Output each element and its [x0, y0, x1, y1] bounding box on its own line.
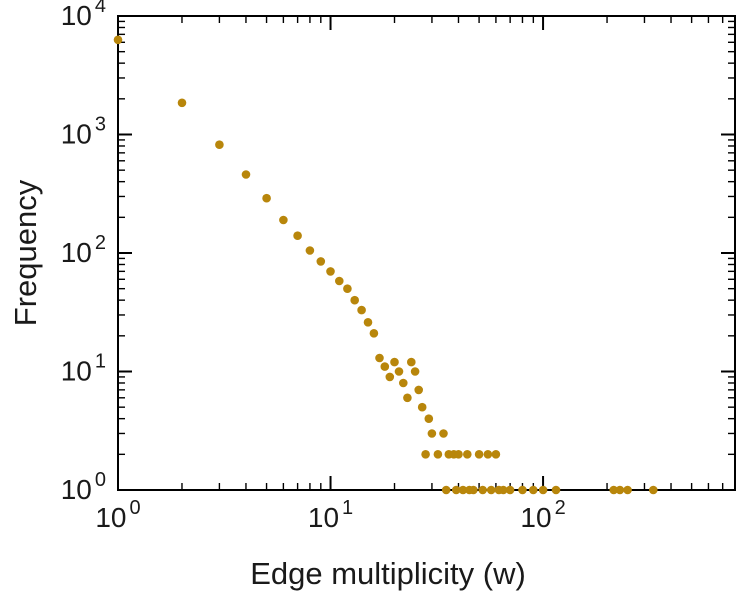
data-point: [215, 140, 224, 149]
data-point: [417, 402, 427, 412]
data-point: [433, 450, 443, 459]
data-point: [469, 485, 478, 495]
data-point: [427, 429, 437, 438]
data-point: [177, 98, 187, 108]
data-point: [518, 485, 527, 495]
data-point: [279, 215, 288, 225]
data-point: [410, 367, 420, 376]
data-point: [399, 378, 408, 388]
data-point: [649, 485, 658, 495]
data-point: [241, 170, 251, 179]
data-point: [478, 485, 488, 495]
x-tick-label: 10 0: [95, 497, 140, 533]
data-point: [499, 485, 508, 495]
data-point: [326, 267, 335, 276]
data-point: [407, 357, 416, 367]
data-point: [357, 305, 366, 315]
data-point: [454, 450, 463, 459]
data-point: [305, 246, 315, 255]
x-tick-label: 10 2: [520, 497, 565, 533]
y-tick-label: 10 2: [61, 232, 106, 268]
data-point: [375, 353, 384, 363]
y-tick-label: 10 0: [61, 469, 106, 505]
data-point: [474, 450, 484, 459]
data-point: [293, 231, 302, 240]
data-point: [505, 485, 515, 495]
data-point: [262, 193, 271, 203]
x-tick-label: 10 1: [308, 497, 353, 533]
data-point: [538, 485, 548, 495]
data-point: [424, 414, 434, 424]
data-point: [486, 485, 496, 495]
y-axis-label: Frequency: [8, 179, 43, 327]
data-point: [615, 485, 625, 495]
data-point: [463, 450, 472, 459]
data-point: [491, 450, 501, 459]
data-point: [439, 429, 448, 438]
data-point: [458, 485, 468, 495]
data-point: [385, 372, 395, 382]
data-point: [350, 295, 360, 305]
data-point: [343, 284, 352, 294]
data-point: [421, 450, 430, 459]
x-axis-label: Edge multiplicity (w): [250, 556, 526, 591]
data-point: [394, 367, 404, 376]
data-point: [529, 485, 538, 495]
y-tick-label: 10 1: [61, 351, 106, 387]
data-point: [414, 385, 424, 395]
data-point: [403, 393, 412, 403]
y-tick-label: 10 4: [61, 0, 106, 31]
data-point: [363, 318, 373, 327]
data-point: [441, 485, 451, 495]
data-point: [316, 257, 326, 266]
data-point: [483, 450, 493, 459]
plot-frame: [117, 15, 736, 491]
data-point: [609, 485, 618, 495]
data-point: [369, 329, 379, 338]
data-point: [623, 485, 632, 495]
data-point: [551, 485, 561, 495]
data-point: [380, 362, 390, 371]
data-point: [113, 35, 123, 45]
y-tick-label: 10 3: [61, 114, 106, 150]
data-point: [390, 357, 399, 367]
data-point: [335, 276, 344, 286]
data-point: [451, 485, 461, 495]
